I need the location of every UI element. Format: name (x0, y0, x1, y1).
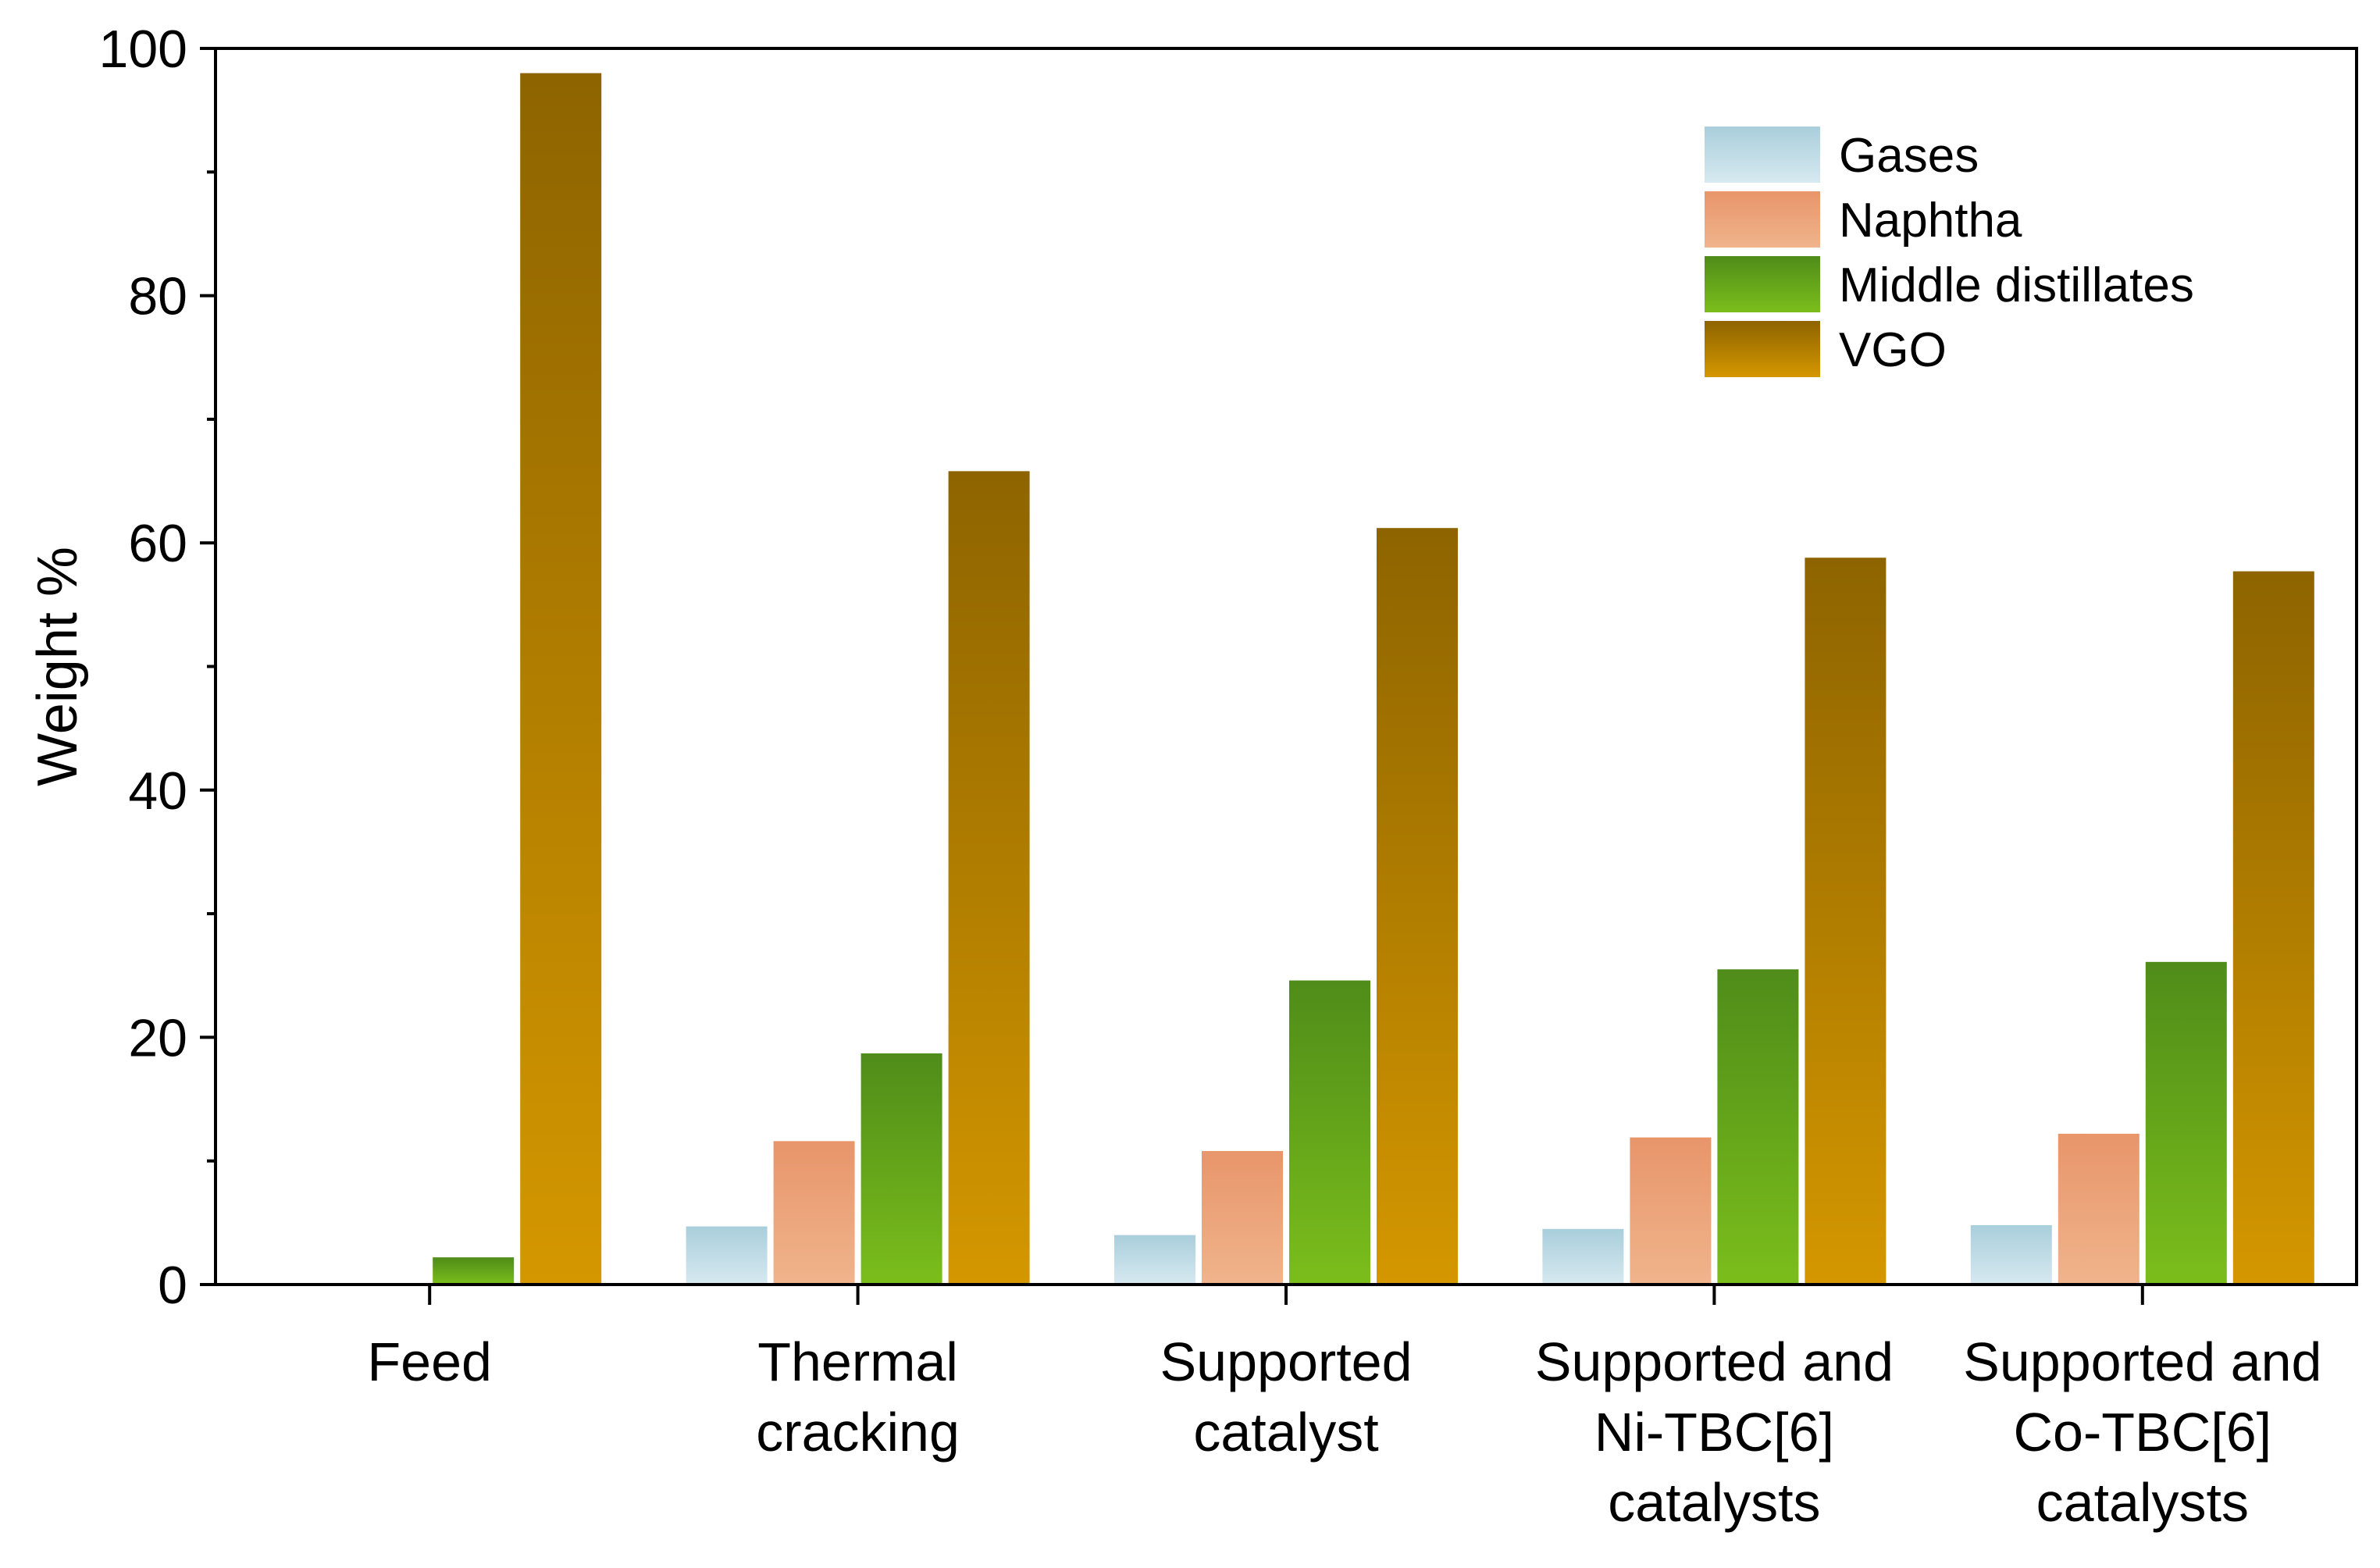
x-tick-label-line: catalyst (1193, 1402, 1378, 1463)
x-tick-label-line: cracking (756, 1402, 960, 1463)
y-axis: 0 20 40 60 80 100 (99, 20, 216, 1315)
x-tick-label-feed: Feed (367, 1331, 492, 1392)
legend-swatch-vgo (1705, 321, 1820, 377)
bar-vgo-thermal-cracking: VGO: 65.8 (948, 471, 1030, 1285)
y-axis-title: Weight % (27, 547, 89, 786)
x-tick-label-line: Thermal (757, 1331, 958, 1392)
legend-swatch-naphtha (1705, 191, 1820, 248)
y-tick-label: 60 (128, 514, 187, 573)
legend: Gases Naphtha Middle distillates VGO (1705, 127, 2194, 377)
x-tick-label-line: Supported (1160, 1331, 1412, 1392)
y-tick-label: 40 (128, 761, 187, 821)
y-tick-label: 20 (128, 1008, 187, 1067)
legend-label-vgo: VGO (1839, 323, 1947, 377)
x-tick-label-thermal-cracking: Thermal cracking (756, 1331, 960, 1463)
bars-group: Middle distillates: 2.2VGO: 98 Gases: 4.7… (433, 73, 2314, 1285)
legend-label-middle-distillates: Middle distillates (1839, 258, 2194, 312)
bar-middle-distillates-supported-catalyst: Middle distillates: 24.6 (1289, 980, 1370, 1285)
bar-gases-thermal-cracking: Gases: 4.7 (686, 1226, 768, 1285)
legend-label-naphtha: Naphtha (1839, 194, 2022, 248)
bar-middle-distillates-supported-and-ni-tbc-6-catalysts: Middle distillates: 25.5 (1717, 969, 1799, 1285)
bar-vgo-supported-and-ni-tbc-6-catalysts: VGO: 58.8 (1805, 558, 1887, 1285)
x-tick-label-line: Feed (367, 1331, 492, 1392)
x-tick-label-line: catalysts (2036, 1472, 2249, 1533)
legend-label-gases: Gases (1839, 129, 1979, 183)
bar-naphtha-supported-catalyst: Naphtha: 10.8 (1202, 1151, 1283, 1285)
x-tick-label-line: Supported and (1535, 1331, 1894, 1392)
bar-naphtha-supported-and-co-tbc-6-catalysts: Naphtha: 12.2 (2058, 1133, 2140, 1285)
x-tick-label-supported-and-ni-tbc-6-catalysts: Supported and Ni-TBC[6] catalysts (1535, 1331, 1894, 1533)
bar-vgo-feed: VGO: 98 (520, 73, 602, 1285)
bar-gases-supported-catalyst: Gases: 4 (1114, 1235, 1195, 1285)
bar-middle-distillates-supported-and-co-tbc-6-catalysts: Middle distillates: 26.1 (2145, 961, 2227, 1285)
bar-naphtha-supported-and-ni-tbc-6-catalysts: Naphtha: 11.9 (1630, 1137, 1712, 1285)
x-tick-label-line: Ni-TBC[6] (1594, 1402, 1834, 1463)
x-tick-label-line: catalysts (1608, 1472, 1820, 1533)
bar-vgo-supported-catalyst: VGO: 61.2 (1377, 528, 1458, 1285)
x-tick-label-supported-catalyst: Supported catalyst (1160, 1331, 1412, 1463)
bar-gases-supported-and-ni-tbc-6-catalysts: Gases: 4.5 (1542, 1228, 1624, 1285)
legend-swatch-middle-distillates (1705, 256, 1820, 312)
bar-vgo-supported-and-co-tbc-6-catalysts: VGO: 57.7 (2232, 571, 2314, 1285)
x-tick-label-line: Co-TBC[6] (2013, 1402, 2271, 1463)
y-tick-label: 0 (158, 1256, 187, 1315)
bar-middle-distillates-feed: Middle distillates: 2.2 (433, 1257, 515, 1285)
y-tick-label: 80 (128, 267, 187, 326)
legend-swatch-gases (1705, 127, 1820, 183)
bar-gases-supported-and-co-tbc-6-catalysts: Gases: 4.8 (1970, 1225, 2052, 1285)
y-tick-label: 100 (99, 20, 187, 79)
bar-middle-distillates-thermal-cracking: Middle distillates: 18.7 (860, 1053, 942, 1285)
bar-naphtha-thermal-cracking: Naphtha: 11.6 (773, 1141, 855, 1285)
x-tick-label-line: Supported and (1963, 1331, 2321, 1392)
x-tick-label-supported-and-co-tbc-6-catalysts: Supported and Co-TBC[6] catalysts (1963, 1331, 2321, 1533)
